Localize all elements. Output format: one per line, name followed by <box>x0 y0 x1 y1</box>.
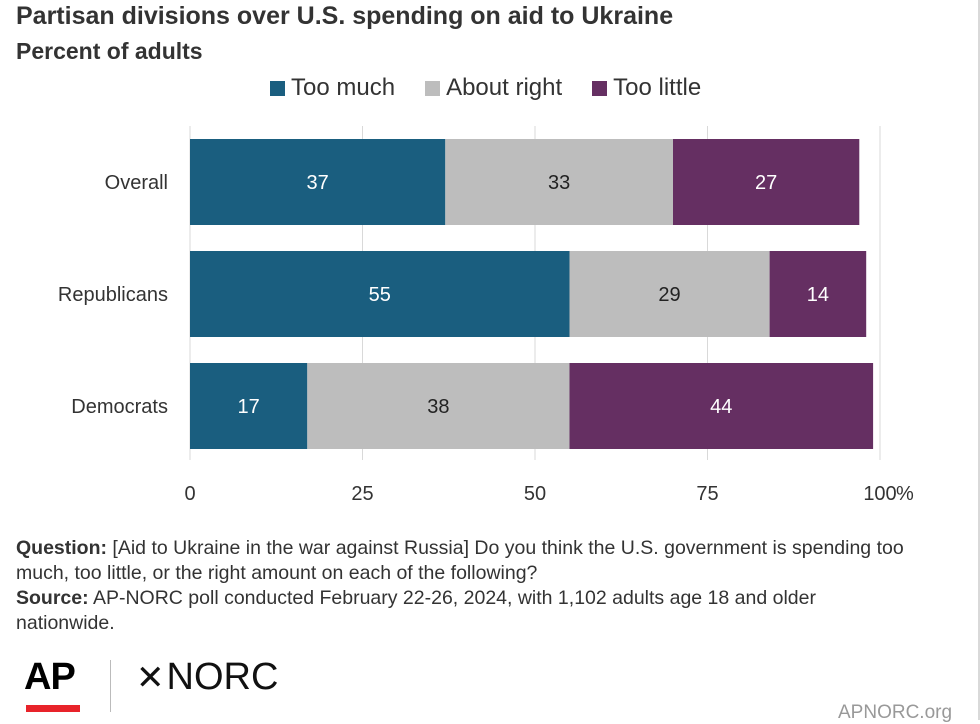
source-label: Source: <box>16 587 89 609</box>
data-label-overall-too-little: 27 <box>755 172 777 194</box>
data-label-democrats-about-right: 38 <box>427 396 449 418</box>
chart-notes: Question: [Aid to Ukraine in the war aga… <box>16 536 916 636</box>
legend-label-about-right: About right <box>446 74 563 101</box>
question-label: Question: <box>16 537 107 559</box>
bar-overall-too-much <box>190 139 446 225</box>
chart-title: Partisan divisions over U.S. spending on… <box>16 2 674 30</box>
x-tick-label-50: 50 <box>524 483 546 505</box>
legend-item-too-much: Too much <box>270 74 395 102</box>
legend-swatch-about-right <box>425 80 441 96</box>
bar-republicans-about-right <box>569 251 770 337</box>
legend-item-too-little: Too little <box>592 74 701 102</box>
category-label-democrats: Democrats <box>71 396 168 418</box>
data-label-overall-too-much: 37 <box>307 172 329 194</box>
source-text: AP-NORC poll conducted February 22-26, 2… <box>16 587 816 634</box>
legend-label-too-little: Too little <box>613 74 702 101</box>
site-url: APNORC.org <box>838 702 953 723</box>
legend-item-about-right: About right <box>425 74 562 102</box>
frame-border <box>978 0 980 720</box>
bar-republicans-too-little <box>769 251 867 337</box>
data-label-republicans-too-little: 14 <box>807 284 829 306</box>
data-label-republicans-too-much: 55 <box>369 284 391 306</box>
bar-democrats-too-much <box>190 363 308 449</box>
bar-overall-about-right <box>445 139 673 225</box>
data-label-overall-about-right: 33 <box>548 172 570 194</box>
chart-legend: Too much About right Too little <box>270 74 731 102</box>
question-text: [Aid to Ukraine in the war against Russi… <box>16 537 904 584</box>
legend-swatch-too-little <box>592 80 608 96</box>
ap-logo-underline <box>26 705 80 712</box>
norc-logo-text: NORC <box>166 656 279 698</box>
category-label-republicans: Republicans <box>58 284 168 306</box>
question-note: Question: [Aid to Ukraine in the war aga… <box>16 536 916 586</box>
stacked-bar-chart: 0 25 50 75 100 % Overall 37 33 27 Republicans 55 29 1… <box>58 126 914 505</box>
logo-divider <box>110 660 111 712</box>
chart-subtitle: Percent of adults <box>16 38 203 64</box>
legend-swatch-too-much <box>270 80 285 96</box>
legend-label-too-much: Too much <box>291 74 396 101</box>
bar-democrats-too-little <box>569 363 874 449</box>
x-tick-label-100: 100 <box>863 483 896 505</box>
bar-overall-too-little <box>673 139 860 225</box>
x-axis-unit: % <box>896 483 914 505</box>
logo-area: AP ✕ NORC <box>24 656 324 716</box>
data-label-democrats-too-much: 17 <box>238 396 260 418</box>
ap-logo: AP <box>24 656 76 698</box>
norc-star-icon: ✕ <box>136 658 165 697</box>
norc-logo: ✕ NORC <box>136 656 278 699</box>
data-label-democrats-too-little: 44 <box>710 396 732 418</box>
category-label-overall: Overall <box>105 172 168 194</box>
bar-republicans-too-much <box>190 251 570 337</box>
x-tick-label-25: 25 <box>351 483 373 505</box>
bar-democrats-about-right <box>307 363 570 449</box>
x-tick-label-0: 0 <box>184 483 195 505</box>
data-label-republicans-about-right: 29 <box>658 284 680 306</box>
source-note: Source: AP-NORC poll conducted February … <box>16 586 916 636</box>
x-tick-label-75: 75 <box>696 483 718 505</box>
